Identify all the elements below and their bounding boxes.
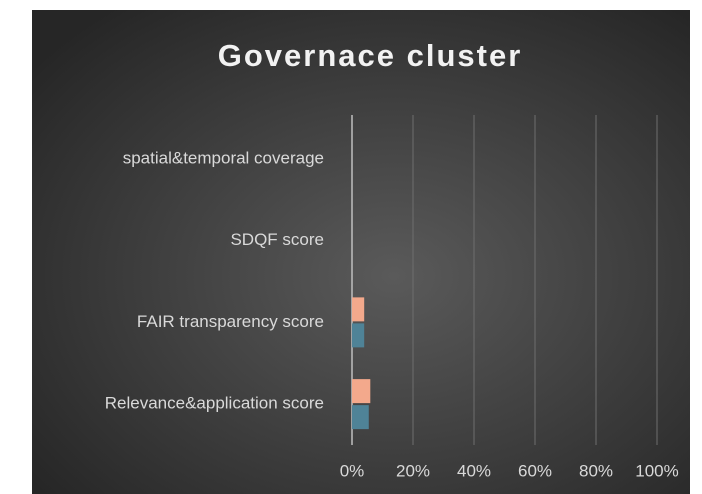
x-tick-label: 0% <box>340 461 365 480</box>
y-tick-label: spatial&temporal coverage <box>123 148 324 167</box>
x-tick-label: 40% <box>457 461 491 480</box>
y-tick-label: FAIR transparency score <box>137 312 324 331</box>
chart-title: Governace cluster <box>218 38 523 73</box>
x-tick-label: 60% <box>518 461 552 480</box>
x-tick-label: 80% <box>579 461 613 480</box>
y-tick-label: SDQF score <box>230 230 324 249</box>
bar <box>352 405 369 430</box>
bar <box>352 379 371 404</box>
y-tick-label: Relevance&application score <box>105 394 324 413</box>
bar <box>352 323 365 348</box>
x-tick-label: 100% <box>635 461 678 480</box>
x-tick-label: 20% <box>396 461 430 480</box>
bar <box>352 297 365 322</box>
